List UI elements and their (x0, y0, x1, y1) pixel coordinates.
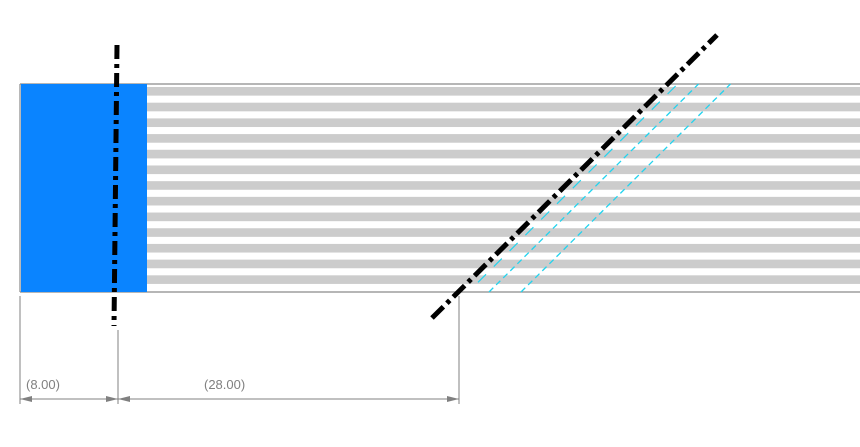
conductor-stripe (147, 87, 860, 96)
arrowhead-icon (118, 396, 130, 402)
cable-outline (19, 83, 860, 293)
hidden-edge-segment (524, 226, 534, 236)
stripped-end-block (21, 84, 147, 292)
hidden-edge-segment (477, 273, 487, 283)
dimension-8: (8.00) (20, 377, 118, 402)
arrowhead-icon (106, 396, 118, 402)
arrowhead-icon (20, 396, 32, 402)
hidden-edge-segment (603, 148, 613, 158)
hidden-edge-lines (477, 83, 731, 293)
conductor-stripe (147, 149, 860, 159)
vertical-centerline (111, 44, 120, 327)
hidden-edge-segment (572, 179, 582, 189)
arrowhead-icon (447, 396, 459, 402)
conductor-stripes (147, 87, 860, 284)
dimension-extension-lines (19, 296, 460, 404)
dimension-28: (28.00) (118, 377, 459, 402)
diagonal-cut-line (430, 33, 719, 320)
conductor-stripe (147, 212, 860, 222)
hidden-edge-segment (619, 132, 629, 142)
hidden-edge-segment (667, 85, 677, 95)
hidden-edge-segment (540, 211, 550, 220)
hidden-edge-segment (635, 116, 645, 126)
hidden-edge-segment (588, 164, 598, 173)
hidden-edge-segment (493, 258, 503, 268)
hidden-edge-segment (509, 242, 519, 252)
conductor-stripe (147, 165, 860, 175)
conductor-stripe (147, 181, 860, 190)
dimension-label-28: (28.00) (204, 377, 245, 392)
conductor-stripe (147, 134, 860, 143)
conductor-stripe (147, 259, 860, 269)
conductor-stripe (147, 228, 860, 237)
conductor-stripe (147, 275, 860, 284)
conductor-stripe (147, 102, 860, 112)
conductor-stripe (147, 196, 860, 206)
dimension-label-8: (8.00) (26, 377, 60, 392)
hidden-edge-segment (651, 101, 661, 111)
conductor-stripe (147, 118, 860, 128)
hidden-edge-segment (556, 195, 566, 205)
